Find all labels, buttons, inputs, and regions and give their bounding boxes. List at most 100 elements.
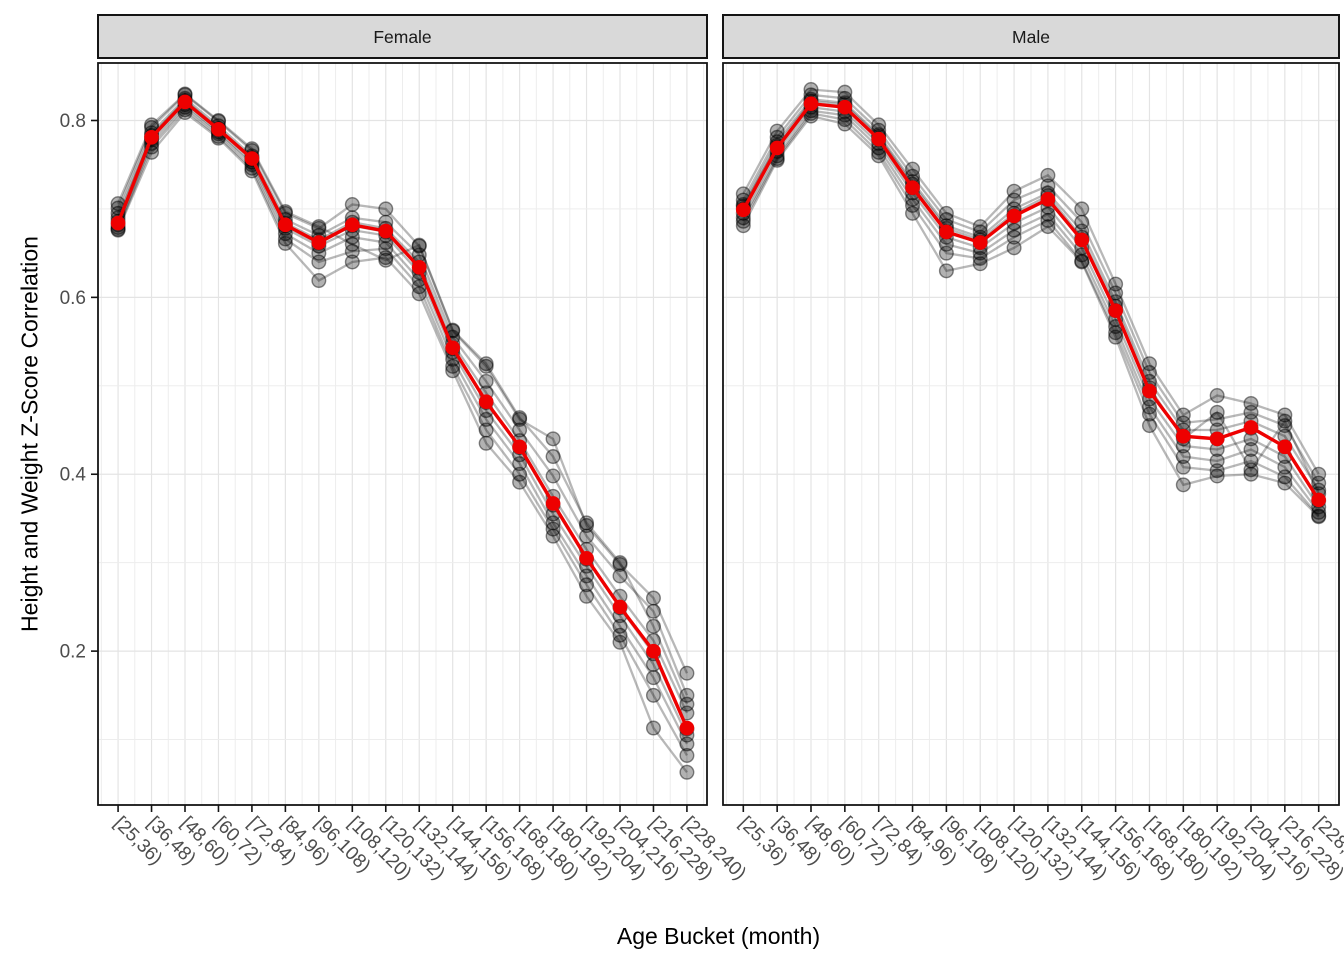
y-axis-title: Height and Weight Z-Score Correlation — [16, 236, 43, 632]
individual-data-point — [1074, 254, 1090, 270]
individual-series-line — [117, 92, 688, 705]
individual-series-line — [117, 96, 688, 696]
individual-data-point — [1006, 183, 1022, 199]
mean-data-point — [278, 217, 293, 233]
individual-data-point — [645, 618, 661, 634]
individual-data-point — [512, 456, 528, 472]
individual-data-point — [1311, 509, 1327, 525]
mean-data-point — [1108, 303, 1123, 318]
individual-data-point — [478, 373, 494, 389]
individual-series — [735, 108, 1327, 525]
individual-series-line — [742, 93, 1320, 484]
individual-data-point — [938, 245, 954, 261]
individual-data-point — [1040, 212, 1056, 228]
individual-data-point — [579, 518, 595, 534]
individual-data-point — [1108, 276, 1124, 292]
individual-data-point — [344, 197, 360, 213]
mean-data-point — [1176, 428, 1191, 444]
mean-data-point — [345, 217, 360, 233]
individual-data-point — [1277, 469, 1293, 485]
individual-data-point — [1209, 388, 1225, 404]
individual-data-point — [1141, 356, 1157, 372]
individual-data-point — [679, 696, 695, 712]
individual-data-point — [1243, 466, 1259, 482]
individual-data-point — [1311, 508, 1327, 524]
individual-data-point — [645, 720, 661, 736]
individual-series-line — [117, 93, 688, 674]
mean-data-point — [1074, 232, 1090, 248]
individual-series — [735, 105, 1327, 524]
individual-data-point — [545, 515, 561, 531]
mean-data-point — [545, 496, 561, 511]
individual-data-point — [1209, 411, 1225, 427]
facet-panel-male: Male [25,36)[36,48)[48,60)[60,72)[72,84)[… — [722, 14, 1344, 884]
individual-data-point — [512, 410, 528, 426]
mean-data-point — [769, 140, 785, 156]
individual-data-point — [579, 515, 595, 531]
individual-data-point — [545, 468, 561, 484]
individual-data-point — [1311, 466, 1327, 482]
panel-border — [722, 62, 1340, 806]
mean-data-point — [378, 223, 394, 239]
individual-data-point — [1243, 404, 1259, 420]
individual-data-point — [871, 117, 887, 133]
individual-data-point — [311, 219, 327, 235]
x-axis-ticks: [25,36)[36,48)[48,60)[60,72)[72,84)[84,9… — [110, 805, 750, 884]
mean-data-point — [478, 394, 494, 410]
mean-data-point — [803, 96, 819, 111]
mean-data-point — [679, 720, 695, 736]
individual-data-point — [311, 273, 327, 289]
y-axis-ticks: 0.2 0.4 0.6 0.8 — [60, 111, 98, 663]
individual-data-point — [478, 358, 494, 374]
individual-data-point — [1311, 475, 1327, 491]
individual-data-point — [1175, 477, 1191, 493]
individual-data-point — [512, 474, 528, 490]
individual-data-point — [311, 254, 327, 270]
facet-panel-female: Female [25,36)[36,48)[48,60)[60,72)[72,84… — [60, 14, 750, 884]
panel-border — [97, 62, 708, 806]
y-tick-label: 0.8 — [60, 111, 86, 132]
mean-data-point — [736, 202, 751, 218]
individual-data-point — [1006, 229, 1022, 245]
mean-data-point — [411, 259, 427, 275]
individual-data-point — [1209, 468, 1225, 484]
individual-data-point — [1141, 418, 1157, 434]
individual-data-point — [478, 435, 494, 451]
individual-data-point — [972, 219, 988, 235]
individual-data-point — [1040, 206, 1056, 222]
individual-data-point — [1209, 453, 1225, 469]
individual-data-point — [344, 236, 360, 252]
individual-series-line — [742, 88, 1320, 475]
individual-data-point — [445, 358, 461, 374]
individual-data-point — [579, 577, 595, 593]
individual-data-point — [972, 256, 988, 272]
individual-data-point — [579, 568, 595, 584]
individual-data-point — [803, 82, 819, 98]
mean-series — [736, 96, 1326, 508]
individual-data-point — [1040, 219, 1056, 235]
mean-data-point — [1142, 383, 1157, 399]
individual-data-point — [612, 556, 628, 572]
individual-data-point — [512, 466, 528, 482]
individual-data-point — [144, 117, 160, 133]
y-tick-label: 0.2 — [60, 642, 86, 663]
mean-data-point — [871, 131, 886, 147]
individual-data-point — [1175, 459, 1191, 475]
individual-data-point — [378, 241, 394, 257]
individual-data-point — [679, 736, 695, 752]
individual-data-point — [311, 220, 327, 236]
individual-series — [735, 87, 1327, 491]
individual-data-point — [679, 665, 695, 681]
individual-data-point — [1243, 462, 1259, 478]
individual-data-point — [1074, 253, 1090, 269]
individual-data-point — [645, 687, 661, 703]
individual-data-point — [972, 250, 988, 266]
vertical-gridlines — [725, 63, 1337, 805]
facet-strip: Female — [97, 14, 708, 59]
mean-data-point — [646, 643, 661, 659]
individual-series-line — [742, 114, 1320, 518]
individual-data-point — [938, 205, 954, 221]
mean-data-point — [311, 235, 327, 250]
individual-data-point — [1209, 404, 1225, 420]
